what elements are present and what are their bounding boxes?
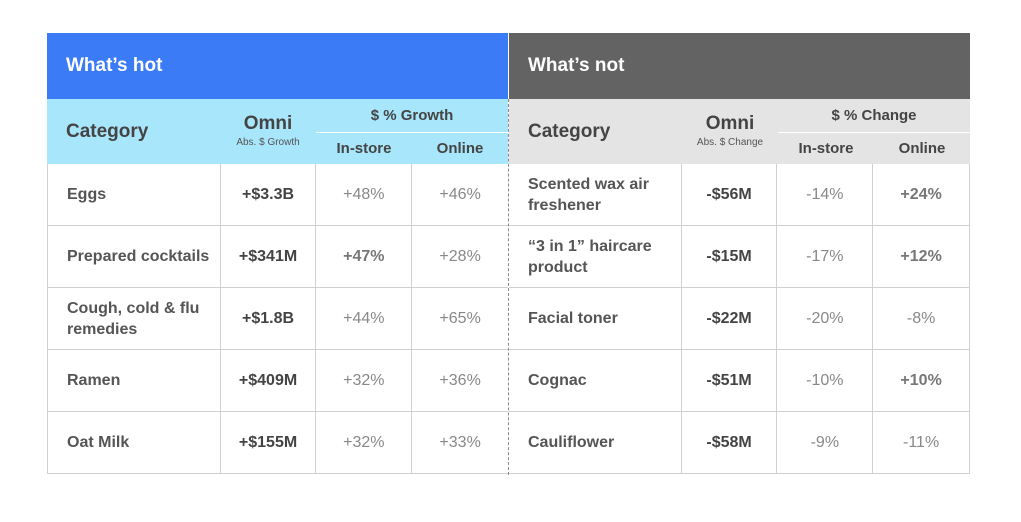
instore-header: In-store <box>336 139 392 157</box>
table-row: Scented wax air freshener -$56M -14% +24… <box>509 164 969 226</box>
whats-hot-header: Category Omni Abs. $ Growth $ % Growth I… <box>47 99 508 164</box>
category-header: Category <box>66 120 149 142</box>
instore-cell: +48% <box>316 164 413 225</box>
whats-hot-title: What’s hot <box>47 33 508 99</box>
online-header: Online <box>898 139 946 157</box>
table-row: Cognac -$51M -10% +10% <box>509 350 969 412</box>
panel-divider <box>508 99 509 475</box>
category-cell: Scented wax air freshener <box>509 164 682 225</box>
omni-cell: -$22M <box>682 288 778 349</box>
instore-cell: +47% <box>316 226 413 287</box>
category-cell: Cauliflower <box>509 412 682 473</box>
category-cell: Cough, cold & flu remedies <box>48 288 221 349</box>
omni-cell: -$15M <box>682 226 778 287</box>
omni-header-sub: Abs. $ Growth <box>236 137 300 148</box>
category-header: Category <box>528 120 611 142</box>
group-divider <box>316 132 508 133</box>
category-cell: Ramen <box>48 350 221 411</box>
online-cell: +36% <box>439 371 481 389</box>
instore-cell: -14% <box>777 164 874 225</box>
omni-cell: -$56M <box>682 164 778 225</box>
category-cell: Oat Milk <box>48 412 221 473</box>
whats-hot-rows: Eggs +$3.3B +48% +46% Prepared cocktails… <box>47 164 508 474</box>
whats-not-header: Category Omni Abs. $ Change $ % Change I… <box>509 99 970 164</box>
whats-hot-panel: What’s hot Category Omni Abs. $ Growth $… <box>47 33 508 474</box>
change-group-header: $ % Change <box>831 107 917 124</box>
omni-header-label: Omni <box>705 113 755 134</box>
instore-cell: +32% <box>316 412 413 473</box>
omni-header-sub: Abs. $ Change <box>696 137 764 148</box>
online-cell: +10% <box>900 371 942 389</box>
table-row: Oat Milk +$155M +32% +33% <box>48 412 508 474</box>
table-row: Facial toner -$22M -20% -8% <box>509 288 969 350</box>
table-row: Eggs +$3.3B +48% +46% <box>48 164 508 226</box>
online-cell: -8% <box>906 309 936 327</box>
category-cell: “3 in 1” haircare product <box>509 226 682 287</box>
instore-cell: -10% <box>777 350 874 411</box>
omni-header-label: Omni <box>243 113 293 134</box>
whats-not-panel: What’s not Category Omni Abs. $ Change $… <box>509 33 970 474</box>
omni-cell: +$1.8B <box>221 288 317 349</box>
whats-not-rows: Scented wax air freshener -$56M -14% +24… <box>509 164 970 474</box>
omni-cell: +$3.3B <box>221 164 317 225</box>
online-cell: +33% <box>439 433 481 451</box>
category-cell: Facial toner <box>509 288 682 349</box>
omni-cell: -$58M <box>682 412 778 473</box>
instore-cell: +32% <box>316 350 413 411</box>
table-row: Cough, cold & flu remedies +$1.8B +44% +… <box>48 288 508 350</box>
category-cell: Eggs <box>48 164 221 225</box>
table-row: Cauliflower -$58M -9% -11% <box>509 412 969 474</box>
omni-header: Omni Abs. $ Change <box>682 113 778 148</box>
group-divider <box>778 132 970 133</box>
omni-cell: +$409M <box>221 350 317 411</box>
online-cell: +28% <box>439 247 481 265</box>
omni-cell: +$341M <box>221 226 317 287</box>
table-row: Prepared cocktails +$341M +47% +28% <box>48 226 508 288</box>
omni-header: Omni Abs. $ Growth <box>220 113 316 148</box>
omni-cell: -$51M <box>682 350 778 411</box>
category-cell: Prepared cocktails <box>48 226 221 287</box>
online-cell: +46% <box>439 185 481 203</box>
growth-group-header: $ % Growth <box>370 107 454 124</box>
online-cell: -11% <box>903 433 940 451</box>
table-row: “3 in 1” haircare product -$15M -17% +12… <box>509 226 969 288</box>
omni-cell: +$155M <box>221 412 317 473</box>
whats-not-title: What’s not <box>509 33 970 99</box>
online-cell: +65% <box>439 309 481 327</box>
online-cell: +24% <box>900 185 942 203</box>
instore-cell: -20% <box>777 288 874 349</box>
instore-cell: -17% <box>777 226 874 287</box>
category-cell: Cognac <box>509 350 682 411</box>
instore-cell: +44% <box>316 288 413 349</box>
online-header: Online <box>436 139 484 157</box>
table-row: Ramen +$409M +32% +36% <box>48 350 508 412</box>
online-cell: +12% <box>900 247 942 265</box>
instore-cell: -9% <box>777 412 874 473</box>
instore-header: In-store <box>798 139 854 157</box>
